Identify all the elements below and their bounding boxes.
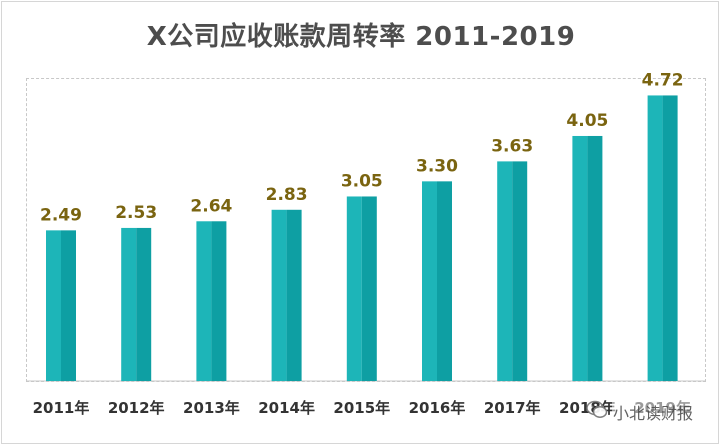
bar-face-dark xyxy=(136,227,152,381)
bar-face-dark xyxy=(61,230,76,381)
value-label: 4.05 xyxy=(566,111,608,131)
bar-2011年 xyxy=(46,230,76,381)
x-tick-label: 2011年 xyxy=(33,399,90,417)
bar-2016年 xyxy=(422,181,452,381)
value-label: 3.63 xyxy=(491,136,533,156)
watermark: 小北读财报 xyxy=(586,398,695,426)
bar-face-dark xyxy=(587,135,603,381)
bar-2019年 xyxy=(647,95,678,381)
x-tick-label: 2012年 xyxy=(108,399,165,417)
x-tick-label: 2013年 xyxy=(183,399,240,417)
wechat-icon xyxy=(586,400,608,425)
bar-face-light xyxy=(497,161,513,381)
value-label: 2.53 xyxy=(115,203,157,223)
value-label: 4.72 xyxy=(642,70,684,90)
value-labels-layer: 2.49 2.53 2.64 2.83 3.05 3.30 3.63 4.05 4.72 xyxy=(40,70,684,225)
value-label: 2.64 xyxy=(190,196,232,216)
value-label: 2.83 xyxy=(266,185,308,205)
watermark-text: 小北读财报 xyxy=(612,400,695,424)
bar-2012年 xyxy=(121,227,152,381)
chart-title: X公司应收账款周转率 2011-2019 xyxy=(146,22,576,52)
bar-face-light xyxy=(46,230,61,381)
bar-face-dark xyxy=(286,209,302,381)
bar-face-dark xyxy=(512,161,528,381)
bar-face-light xyxy=(346,196,362,381)
bar-face-dark xyxy=(437,181,452,381)
bar-face-dark xyxy=(662,95,678,381)
x-tick-label: 2016年 xyxy=(409,399,466,417)
bars-layer xyxy=(46,95,678,381)
bar-face-dark xyxy=(211,221,227,381)
x-tick-label: 2014年 xyxy=(258,399,315,417)
x-tick-label: 2017年 xyxy=(484,399,541,417)
value-label: 3.30 xyxy=(416,156,458,176)
value-label: 2.49 xyxy=(40,205,82,225)
x-tick-label: 2015年 xyxy=(333,399,390,417)
bar-face-dark xyxy=(361,196,377,381)
bar-face-light xyxy=(271,209,287,381)
bar-2017年 xyxy=(497,161,528,381)
bar-face-light xyxy=(647,95,663,381)
bar-2018年 xyxy=(572,135,603,381)
bar-face-light xyxy=(422,181,437,381)
bar-face-light xyxy=(121,227,137,381)
bar-2014年 xyxy=(271,209,302,381)
value-label: 3.05 xyxy=(341,171,383,191)
bar-face-light xyxy=(196,221,212,381)
bar-2013年 xyxy=(196,221,227,381)
bar-face-light xyxy=(572,135,588,381)
bar-2015年 xyxy=(346,196,377,381)
